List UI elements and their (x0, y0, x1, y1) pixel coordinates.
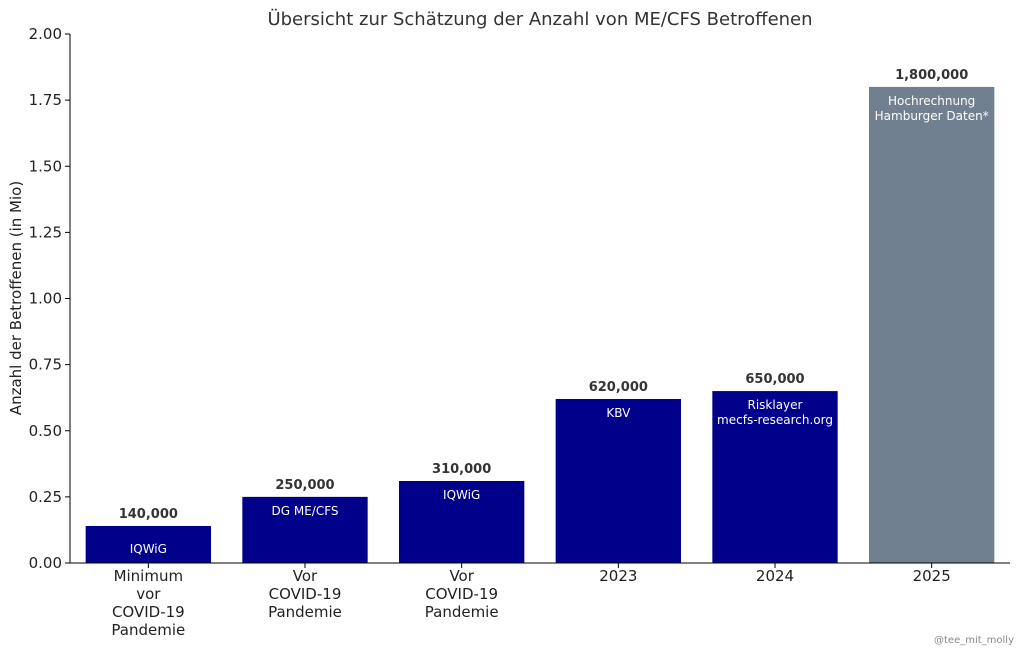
data-label: 250,000 (275, 478, 334, 493)
data-label: 310,000 (432, 462, 491, 477)
y-axis-label: Anzahl der Betroffenen (in Mio) (7, 181, 25, 415)
y-tick-label: 0.25 (29, 488, 62, 506)
x-tick-label: vor (136, 585, 161, 603)
x-tick-label: COVID-19 (425, 585, 498, 603)
data-label: 620,000 (589, 380, 648, 395)
source-label: mecfs-research.org (717, 413, 833, 427)
x-tick-label: 2023 (599, 567, 637, 585)
bar (712, 391, 838, 563)
y-tick-label: 0.50 (29, 422, 62, 440)
y-tick-label: 1.75 (29, 91, 62, 109)
x-tick-label: 2025 (913, 567, 951, 585)
data-label: 650,000 (745, 372, 804, 387)
x-tick-label: COVID-19 (269, 585, 342, 603)
y-tick-label: 1.25 (29, 223, 62, 241)
source-label: Risklayer (748, 398, 803, 412)
y-axis: 0.00 0.25 0.50 0.75 1.00 1.25 1.50 1.75 2.00 (29, 25, 70, 572)
x-tick-label: Vor (293, 567, 318, 585)
y-tick-label: 0.75 (29, 356, 62, 374)
x-tick-label: Pandemie (268, 603, 342, 621)
y-tick-label: 2.00 (29, 25, 62, 43)
y-tick-label: 0.00 (29, 554, 62, 572)
x-axis: MinimumvorCOVID-19PandemieVorCOVID-19Pan… (111, 563, 951, 639)
data-label: 140,000 (119, 507, 178, 522)
bar (869, 86, 995, 564)
data-label: 1,800,000 (895, 68, 968, 83)
source-label: DG ME/CFS (271, 504, 338, 518)
x-tick-label: 2024 (756, 567, 794, 585)
chart-title: Übersicht zur Schätzung der Anzahl von M… (267, 8, 812, 30)
source-label: IQWiG (443, 488, 480, 502)
bar (555, 399, 681, 563)
source-label: IQWiG (130, 542, 167, 556)
bar (242, 496, 368, 563)
source-label: Hochrechnung (888, 94, 975, 108)
x-tick-label: Pandemie (111, 621, 185, 639)
bar (85, 525, 211, 563)
credit-text: @tee_mit_molly (934, 635, 1014, 646)
y-tick-label: 1.00 (29, 290, 62, 308)
source-label: KBV (606, 406, 631, 420)
x-tick-label: Pandemie (425, 603, 499, 621)
bar (399, 481, 525, 563)
x-tick-label: COVID-19 (112, 603, 185, 621)
x-tick-label: Vor (449, 567, 474, 585)
bars: 140,000 IQWiG 250,000 DG ME/CFS 310,000 IQWiG… (85, 68, 995, 564)
source-label: Hamburger Daten* (875, 109, 989, 123)
x-tick-label: Minimum (114, 567, 184, 585)
y-tick-label: 1.50 (29, 157, 62, 175)
